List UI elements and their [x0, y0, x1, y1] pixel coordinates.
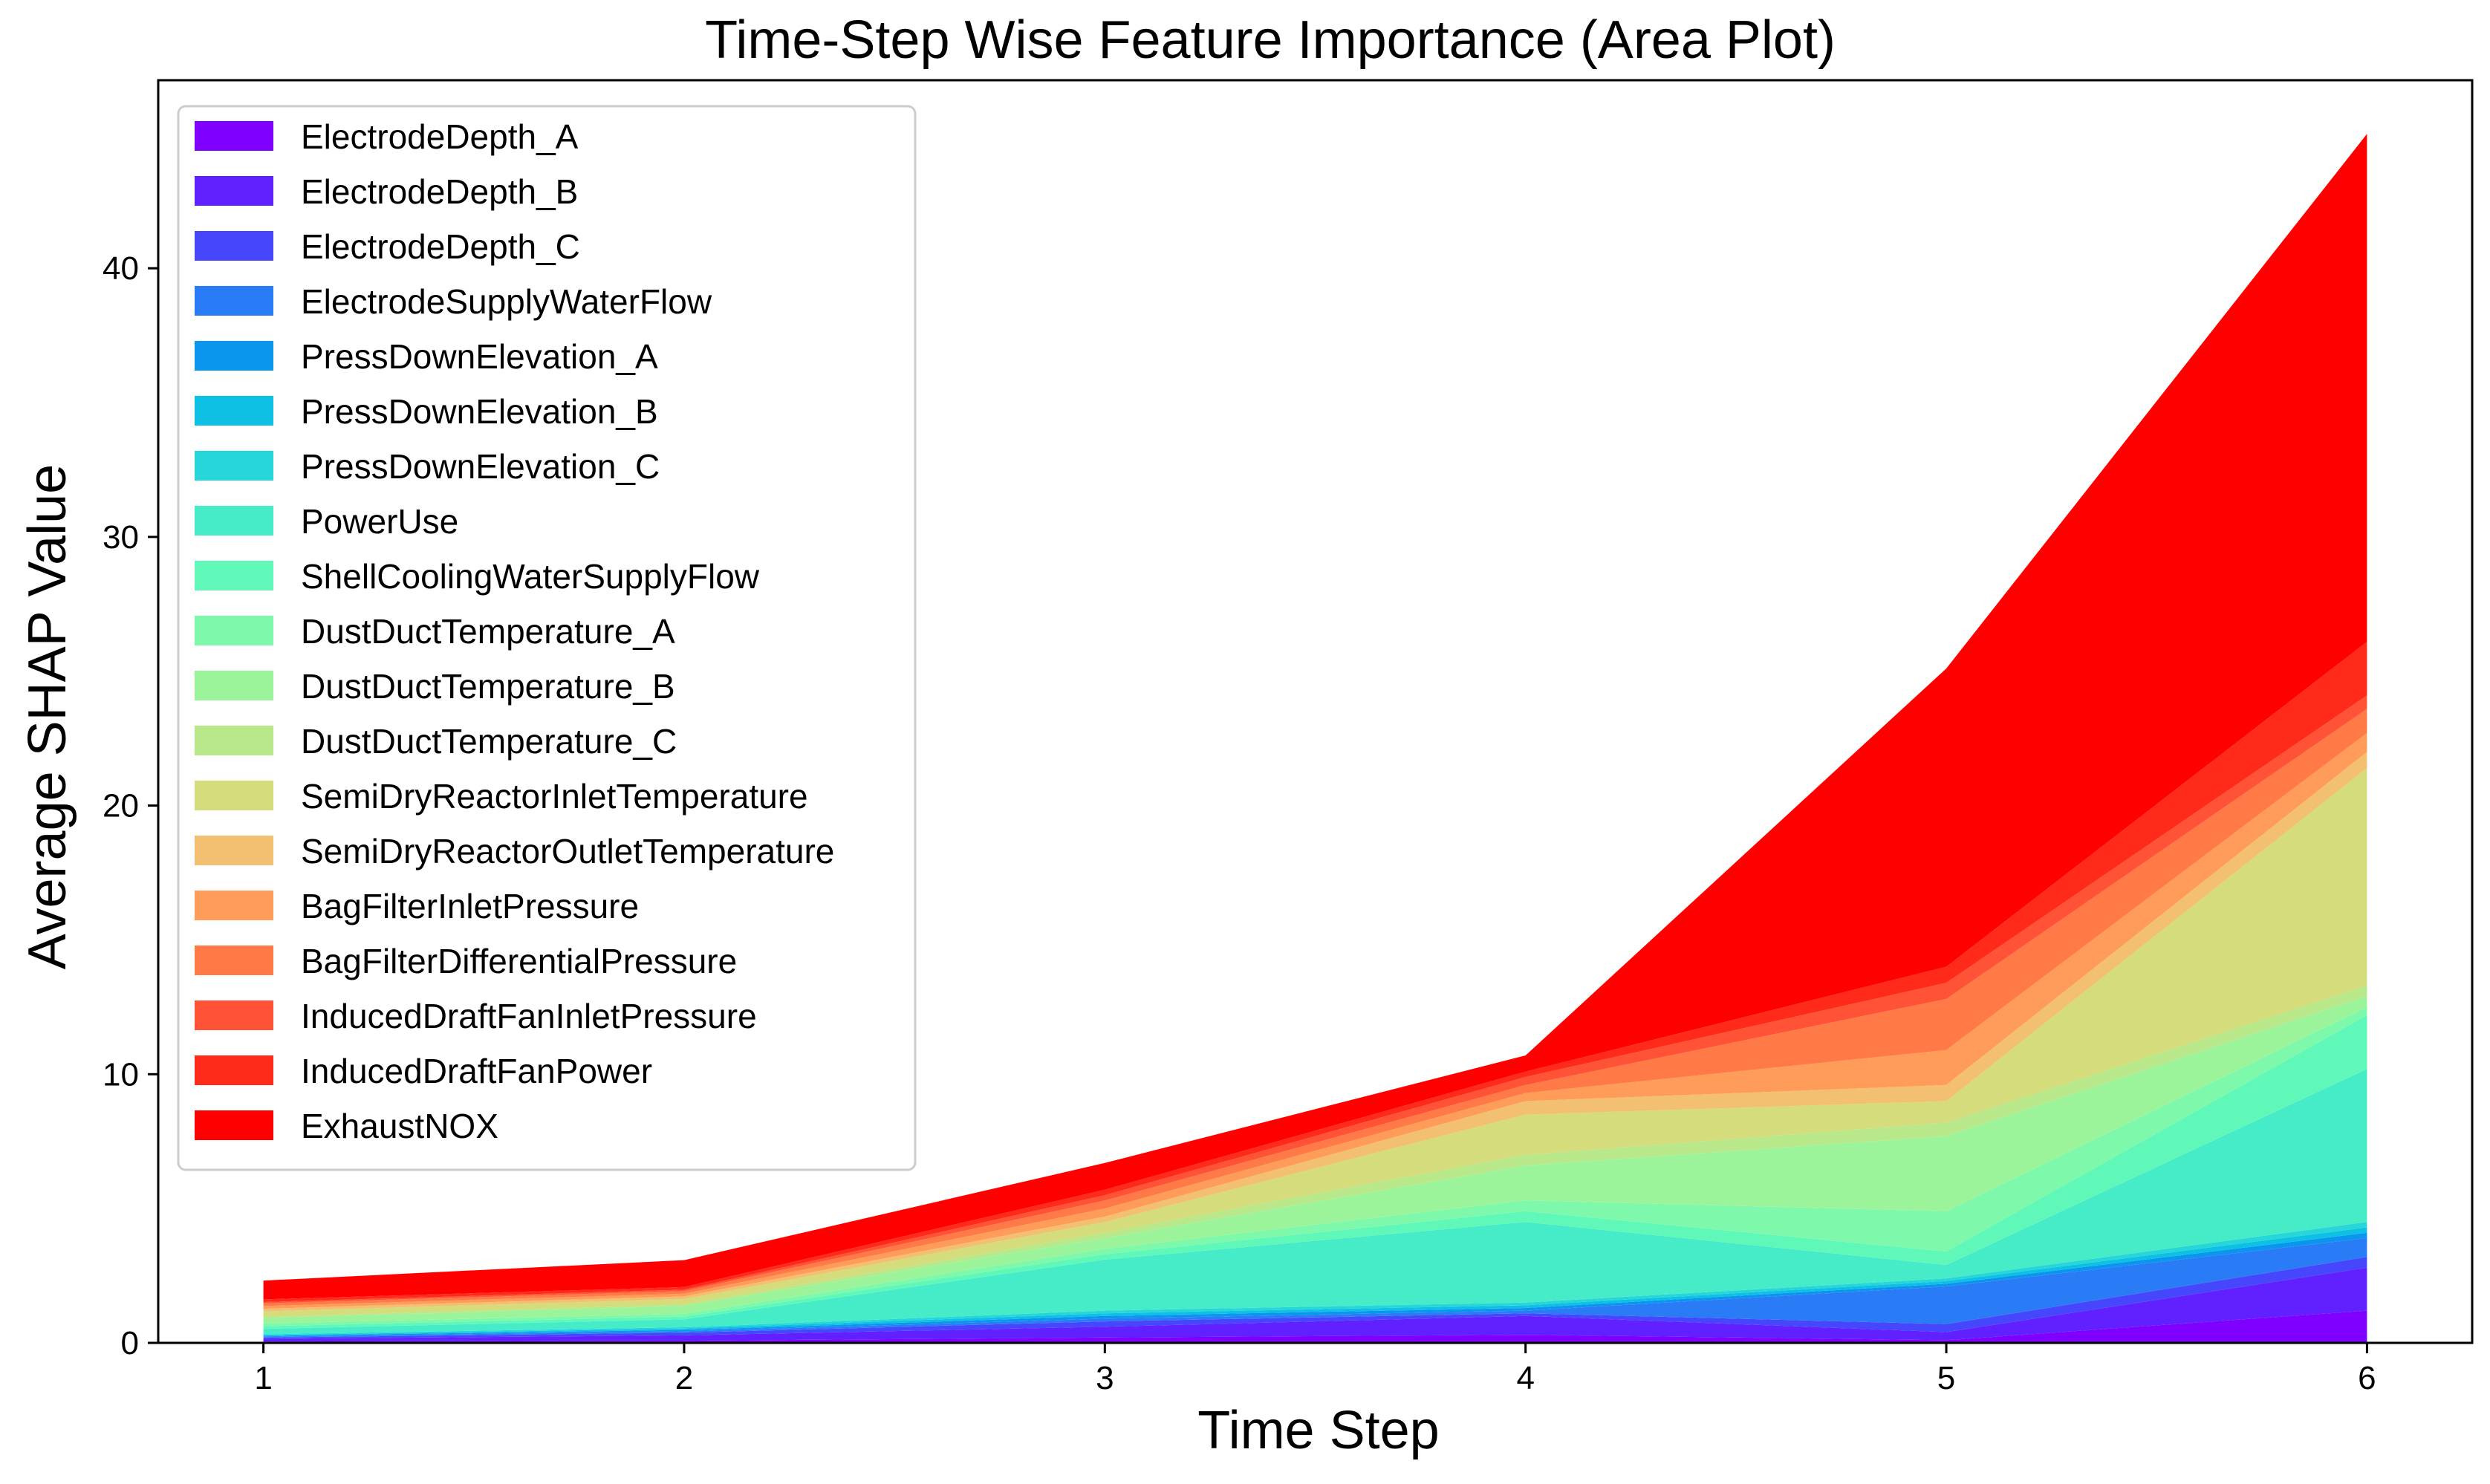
stacked-areas [263, 134, 2367, 1343]
legend-swatch [195, 286, 273, 316]
legend-swatch [195, 616, 273, 645]
area-series-4 [263, 1237, 2367, 1338]
area-series-5 [263, 1232, 2367, 1337]
legend-swatch [195, 561, 273, 590]
y-axis: 0 10 20 30 40 [103, 250, 158, 1361]
area-series-19 [263, 134, 2367, 1300]
legend-label: SemiDryReactorOutletTemperature [301, 832, 834, 870]
legend-swatch [195, 451, 273, 481]
y-tick-label: 10 [103, 1056, 139, 1093]
legend-swatch [195, 341, 273, 371]
legend-swatch [195, 781, 273, 810]
legend-label: ElectrodeSupplyWaterFlow [301, 282, 712, 321]
legend-swatch [195, 231, 273, 261]
legend-label: SemiDryReactorInletTemperature [301, 777, 808, 816]
legend-swatch [195, 506, 273, 536]
legend-label: ElectrodeDepth_C [301, 227, 580, 266]
legend-label: ElectrodeDepth_A [301, 117, 579, 156]
legend-swatch [195, 946, 273, 975]
legend-label: InducedDraftFanPower [301, 1052, 652, 1090]
y-axis-label: Average SHAP Value [18, 464, 77, 969]
area-series-8 [263, 1069, 2367, 1335]
y-tick-label: 20 [103, 788, 139, 824]
area-series-11 [263, 996, 2367, 1324]
area-series-18 [263, 642, 2367, 1302]
legend-label: BagFilterDifferentialPressure [301, 942, 737, 980]
x-axis: 1 2 3 4 5 6 [254, 1343, 2376, 1396]
legend-label: BagFilterInletPressure [301, 887, 639, 925]
legend-swatch [195, 396, 273, 426]
legend-swatch [195, 671, 273, 700]
y-tick-label: 0 [121, 1325, 139, 1361]
legend-swatch [195, 176, 273, 206]
area-series-16 [263, 709, 2367, 1306]
legend: ElectrodeDepth_A ElectrodeDepth_B Electrod… [177, 105, 917, 1171]
legend-label: PressDownElevation_B [301, 392, 658, 431]
legend-label: DustDuctTemperature_C [301, 722, 677, 761]
legend-swatch [195, 836, 273, 865]
x-tick-label: 4 [1516, 1360, 1534, 1396]
y-tick-label: 40 [103, 250, 139, 287]
legend-label: ExhaustNOX [301, 1107, 498, 1145]
plot-frame [157, 79, 2474, 1344]
x-tick-label: 6 [2358, 1360, 2376, 1396]
legend-label: DustDuctTemperature_A [301, 612, 675, 651]
legend-label: PowerUse [301, 502, 458, 541]
legend-swatch [195, 1055, 273, 1085]
legend-swatch [195, 1000, 273, 1030]
x-tick-label: 3 [1096, 1360, 1114, 1396]
legend-swatch [195, 1110, 273, 1140]
area-series-2 [263, 1267, 2367, 1342]
area-series-9 [263, 1015, 2367, 1330]
legend-label: ShellCoolingWaterSupplyFlow [301, 557, 760, 596]
legend-box [177, 105, 917, 1171]
x-tick-label: 2 [675, 1360, 693, 1396]
x-axis-label: Time Step [1197, 1401, 1439, 1460]
legend-label: InducedDraftFanInletPressure [301, 997, 757, 1035]
legend-swatch [195, 891, 273, 920]
legend-label: PressDownElevation_A [301, 337, 658, 376]
x-tick-label: 5 [1937, 1360, 1955, 1396]
chart-title: Time-Step Wise Feature Importance (Area … [705, 10, 1836, 70]
area-series-7 [263, 1222, 2367, 1335]
x-tick-label: 1 [254, 1360, 272, 1396]
legend-swatch [195, 121, 273, 151]
legend-label: DustDuctTemperature_B [301, 667, 675, 706]
legend-label: PressDownElevation_C [301, 447, 660, 486]
y-tick-label: 30 [103, 519, 139, 556]
legend-label: ElectrodeDepth_B [301, 172, 578, 211]
area-series-6 [263, 1227, 2367, 1336]
legend-swatch [195, 726, 273, 755]
area-series-1 [263, 1310, 2367, 1343]
